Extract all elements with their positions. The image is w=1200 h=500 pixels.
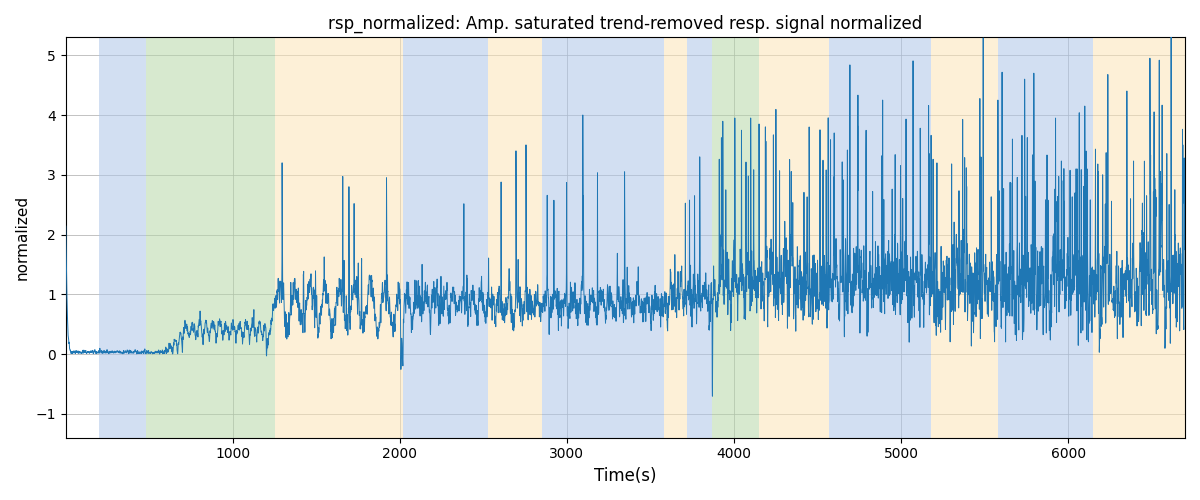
Title: rsp_normalized: Amp. saturated trend-removed resp. signal normalized: rsp_normalized: Amp. saturated trend-rem… [329, 15, 923, 34]
X-axis label: Time(s): Time(s) [594, 467, 656, 485]
Bar [1093, 38, 1186, 438]
Bar [829, 38, 931, 438]
Bar [998, 38, 1093, 438]
Bar [688, 38, 713, 438]
Bar [664, 38, 688, 438]
Bar [760, 38, 829, 438]
Bar [403, 38, 488, 438]
Bar [713, 38, 760, 438]
Bar [931, 38, 998, 438]
Bar [100, 38, 146, 438]
Y-axis label: normalized: normalized [16, 195, 30, 280]
Bar [542, 38, 664, 438]
Bar [275, 38, 403, 438]
Bar [146, 38, 275, 438]
Bar [488, 38, 542, 438]
